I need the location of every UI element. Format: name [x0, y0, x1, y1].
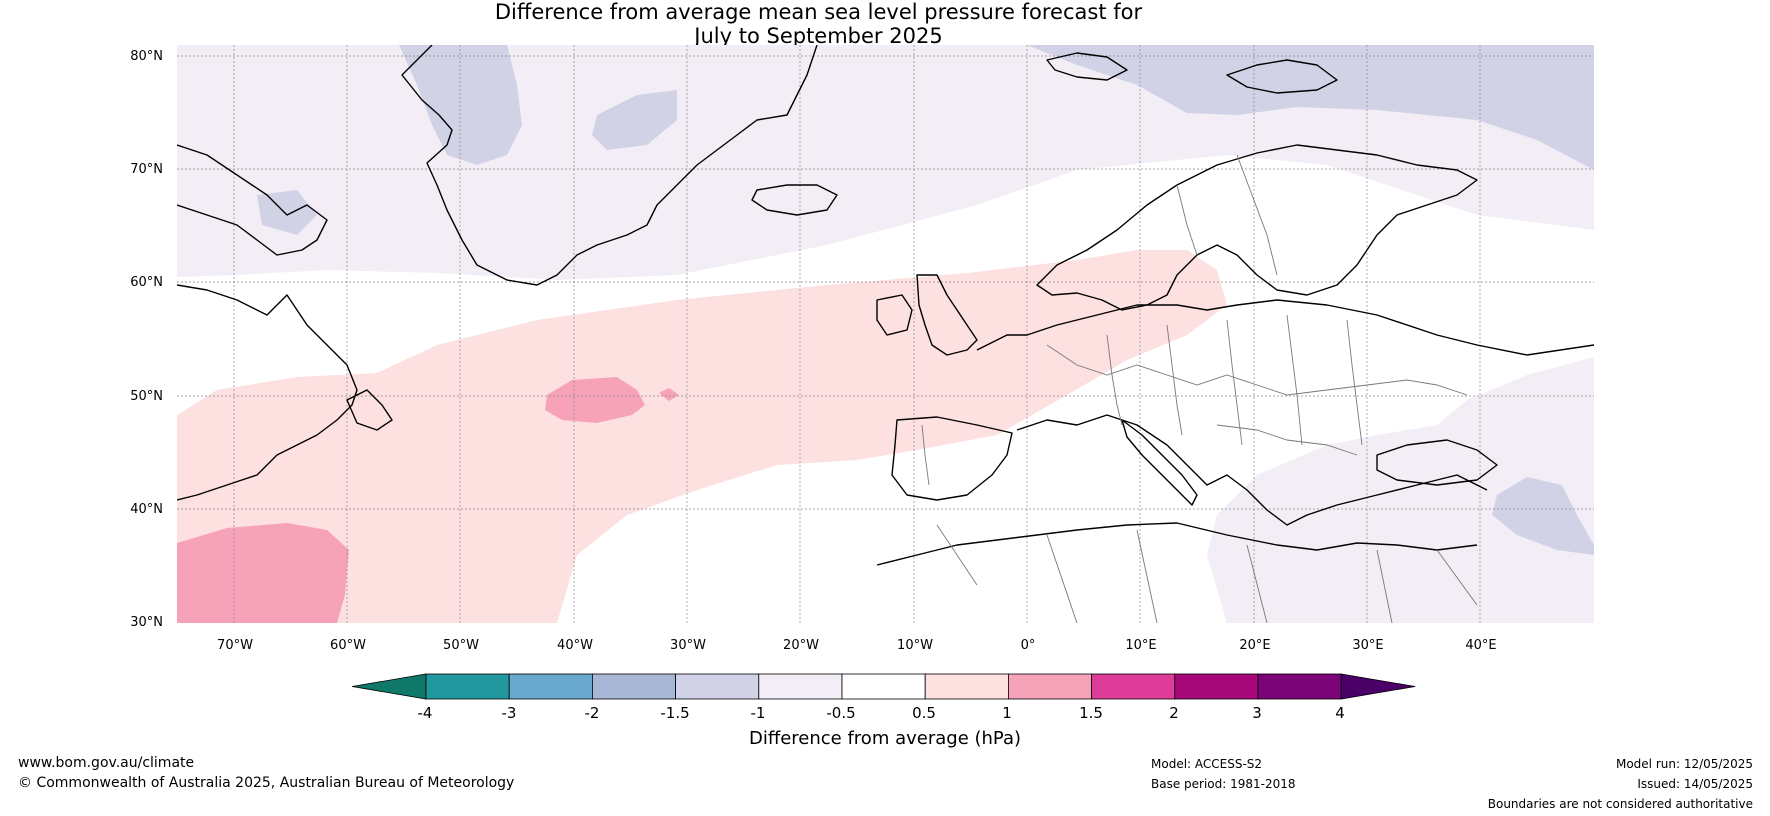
lon-tick-40w: 40°W: [557, 638, 593, 653]
colorbar-label: Difference from average (hPa): [748, 728, 1022, 749]
coast-black-sea: [1376, 439, 1498, 486]
coast-iceland: [751, 184, 838, 216]
border-europe-vertical-5: [1346, 319, 1363, 446]
anomaly-low-arctic: [1027, 45, 1594, 170]
coast-greenland: [401, 45, 818, 286]
country-borders: [921, 154, 1478, 623]
coast-mediterranean-north: [1016, 414, 1488, 526]
website-link[interactable]: www.bom.gov.au/climate: [18, 755, 195, 771]
lon-tick-10e: 10°E: [1125, 638, 1157, 653]
colorbar: [352, 673, 1416, 700]
colorbar-segment: [1091, 673, 1176, 700]
base-period-text: Base period: 1981-2018: [1151, 777, 1296, 791]
colorbar-tick: -3: [501, 704, 517, 722]
colorbar-tick: 0.5: [912, 704, 936, 722]
colorbar-segment: [675, 673, 760, 700]
colorbar-tick: 1.5: [1079, 704, 1103, 722]
lon-tick-40e: 40°E: [1465, 638, 1497, 653]
lat-tick-40n: 40°N: [130, 502, 163, 517]
anomaly-high-midatlantic-small: [659, 388, 679, 401]
border-europe-vertical-3: [1226, 319, 1243, 446]
colorbar-tick: -0.5: [826, 704, 856, 722]
disclaimer-text: Boundaries are not considered authoritat…: [1487, 797, 1753, 811]
border-balkans: [1216, 424, 1358, 456]
border-spain-portugal: [921, 424, 930, 486]
lon-tick-70w: 70°W: [217, 638, 253, 653]
colorbar-segment: [841, 673, 926, 700]
anomaly-high-southwest: [177, 523, 349, 623]
lat-tick-70n: 70°N: [130, 162, 163, 177]
colorbar-arrow-low: [352, 673, 427, 700]
colorbar-tick: -4: [417, 704, 433, 722]
coast-iberia: [891, 416, 1013, 501]
coast-newfoundland: [346, 389, 393, 431]
colorbar-segment: [1174, 673, 1259, 700]
coast-italy: [1121, 419, 1198, 506]
colorbar-segment: [508, 673, 593, 700]
lat-tick-50n: 50°N: [130, 389, 163, 404]
chart-title: Difference from average mean sea level p…: [0, 0, 1637, 48]
colorbar-segment: [924, 673, 1009, 700]
lon-tick-30w: 30°W: [670, 638, 706, 653]
border-europe-vertical-1: [1106, 334, 1123, 426]
anomaly-high-layer: [177, 377, 679, 623]
colorbar-tick: 4: [1335, 704, 1345, 722]
lon-tick-20w: 20°W: [783, 638, 819, 653]
colorbar-segment: [1257, 673, 1342, 700]
model-run-text: Model run: 12/05/2025: [1615, 757, 1753, 771]
coast-north-africa: [876, 522, 1478, 566]
anomaly-slightly-high-atlantic: [177, 250, 1227, 623]
anomaly-low-greenland: [399, 45, 522, 165]
colorbar-tick: -2: [584, 704, 600, 722]
border-scandinavia: [1176, 154, 1278, 276]
colorbar-arrow-high: [1340, 673, 1416, 700]
colorbar-segment: [425, 673, 510, 700]
coast-scandinavia: [1036, 144, 1478, 311]
border-north-africa: [936, 524, 1478, 623]
coast-great-britain: [916, 274, 978, 356]
title-line-2: July to September 2025: [694, 24, 943, 48]
coast-baffin: [177, 144, 328, 256]
lon-tick-20e: 20°E: [1239, 638, 1271, 653]
coast-labrador: [177, 284, 358, 501]
lon-tick-10w: 10°W: [897, 638, 933, 653]
model-text: Model: ACCESS-S2: [1151, 757, 1263, 771]
anomaly-low-east-greenland-sea: [592, 90, 677, 150]
colorbar-tick: 1: [1002, 704, 1012, 722]
colorbar-segment: [758, 673, 843, 700]
lat-tick-30n: 30°N: [130, 615, 163, 630]
colorbar-segment: [591, 673, 676, 700]
coast-svalbard: [1046, 52, 1128, 81]
colorbar-segment: [1008, 673, 1093, 700]
coast-europe-south: [976, 299, 1594, 356]
colorbar-tick: 3: [1252, 704, 1262, 722]
border-europe-vertical-2: [1166, 324, 1183, 436]
anomaly-low-black-sea: [1492, 477, 1594, 555]
coast-ireland: [876, 294, 913, 336]
pressure-anomaly-map: [177, 45, 1594, 623]
lat-tick-60n: 60°N: [130, 275, 163, 290]
graticule: [177, 45, 1594, 623]
title-line-1: Difference from average mean sea level p…: [494, 0, 1143, 24]
copyright-text: © Commonwealth of Australia 2025, Austra…: [18, 775, 515, 791]
anomaly-slightly-low-southeast: [1207, 357, 1594, 623]
lon-tick-60w: 60°W: [330, 638, 366, 653]
anomaly-low-layer: [257, 45, 1594, 555]
coast-novaya-zemlya: [1226, 59, 1338, 94]
coastlines: [177, 45, 1594, 566]
lon-tick-50w: 50°W: [443, 638, 479, 653]
anomaly-slightly-high-layer: [177, 250, 1227, 623]
lat-tick-80n: 80°N: [130, 49, 163, 64]
anomaly-high-midatlantic: [545, 377, 645, 423]
lon-tick-30e: 30°E: [1352, 638, 1384, 653]
anomaly-low-davis-strait: [257, 190, 317, 235]
border-europe-vertical-4: [1286, 314, 1303, 446]
colorbar-tick: 2: [1169, 704, 1179, 722]
lon-tick-0: 0°: [1020, 638, 1036, 653]
colorbar-tick: -1.5: [660, 704, 690, 722]
colorbar-tick: -1: [750, 704, 766, 722]
issued-text: Issued: 14/05/2025: [1637, 777, 1753, 791]
